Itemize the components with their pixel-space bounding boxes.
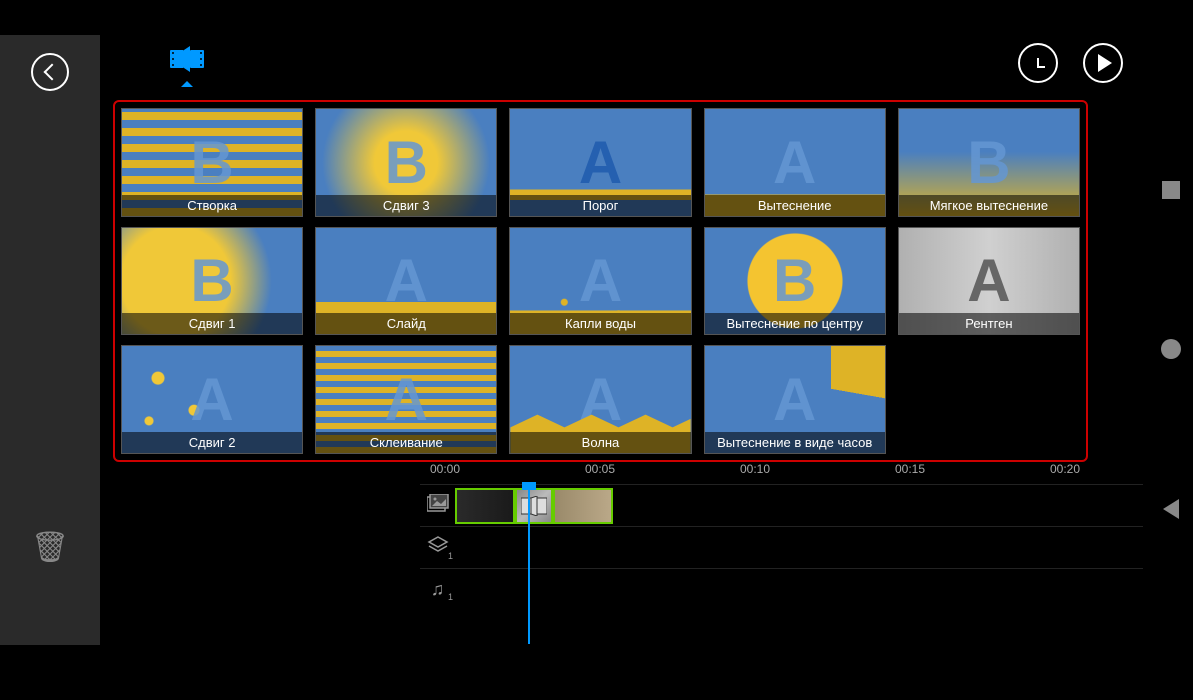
transition-label: Сдвиг 1	[122, 313, 302, 334]
nav-back-button[interactable]	[1163, 499, 1179, 519]
time-mark: 00:20	[1050, 462, 1080, 476]
transition-item[interactable]: ВМягкое вытеснение	[898, 108, 1080, 217]
left-sidebar: 🗑	[0, 35, 100, 645]
time-mark: 00:10	[740, 462, 770, 476]
transition-letter: А	[385, 365, 428, 434]
transition-letter: В	[190, 128, 233, 197]
transition-item[interactable]: ВСтворка	[121, 108, 303, 217]
video-clip-2[interactable]	[553, 488, 613, 524]
transition-letter: В	[967, 128, 1010, 197]
transition-item[interactable]: АВолна	[509, 345, 691, 454]
transition-label: Капли воды	[510, 313, 690, 334]
transition-letter: А	[967, 246, 1010, 315]
top-toolbar	[100, 35, 1143, 90]
duration-button[interactable]	[1018, 43, 1058, 83]
transition-label: Вытеснение по центру	[705, 313, 885, 334]
video-clip-1[interactable]	[455, 488, 515, 524]
transition-label: Сдвиг 3	[316, 195, 496, 216]
transition-item[interactable]: АПорог	[509, 108, 691, 217]
audio-track-number: 1	[448, 592, 453, 602]
transition-item[interactable]: ВВытеснение по центру	[704, 227, 886, 336]
transition-letter: А	[385, 246, 428, 315]
home-button[interactable]	[1161, 339, 1181, 359]
transition-label: Створка	[122, 195, 302, 216]
transition-label: Слайд	[316, 313, 496, 334]
transition-label: Вытеснение в виде часов	[705, 432, 885, 453]
transition-label: Волна	[510, 432, 690, 453]
transition-label: Сдвиг 2	[122, 432, 302, 453]
transition-item[interactable]: ВСдвиг 3	[315, 108, 497, 217]
tracks-container: 1 ♫ 1	[420, 484, 1143, 610]
transition-label: Вытеснение	[705, 195, 885, 216]
transition-letter: А	[579, 246, 622, 315]
layer-track-icon: 1	[420, 536, 455, 559]
transition-label: Рентген	[899, 313, 1079, 334]
back-button[interactable]	[31, 53, 69, 91]
time-mark: 00:05	[585, 462, 615, 476]
layer-track-number: 1	[448, 551, 453, 561]
transitions-tab-icon[interactable]	[170, 46, 204, 79]
timeline: 00:00 00:05 00:10 00:15 00:20 1 ♫ 1	[100, 462, 1143, 647]
audio-track-icon: ♫ 1	[420, 579, 455, 600]
transition-item[interactable]: АРентген	[898, 227, 1080, 336]
transition-letter: А	[773, 365, 816, 434]
transition-item[interactable]: АСлайд	[315, 227, 497, 336]
transition-letter: А	[773, 128, 816, 197]
transition-item[interactable]: АКапли воды	[509, 227, 691, 336]
playhead[interactable]	[528, 484, 530, 644]
transition-item[interactable]: АВытеснение	[704, 108, 886, 217]
transition-label: Мягкое вытеснение	[899, 195, 1079, 216]
play-button[interactable]	[1083, 43, 1123, 83]
time-ruler[interactable]: 00:00 00:05 00:10 00:15 00:20	[420, 462, 1143, 484]
transition-item[interactable]: АСдвиг 2	[121, 345, 303, 454]
time-mark: 00:00	[430, 462, 460, 476]
system-nav-bar	[1148, 0, 1193, 700]
transition-letter: В	[190, 246, 233, 315]
transition-item[interactable]: ВСдвиг 1	[121, 227, 303, 336]
transition-label: Склеивание	[316, 432, 496, 453]
transition-letter: А	[579, 128, 622, 197]
transition-letter: В	[773, 246, 816, 315]
time-mark: 00:15	[895, 462, 925, 476]
recent-apps-button[interactable]	[1162, 181, 1180, 199]
transition-item[interactable]: АВытеснение в виде часов	[704, 345, 886, 454]
delete-button[interactable]: 🗑	[31, 530, 69, 565]
transitions-grid: ВСтворкаВСдвиг 3АПорогАВытеснениеВМягкое…	[113, 100, 1088, 462]
transition-item[interactable]: АСклеивание	[315, 345, 497, 454]
transition-label: Порог	[510, 195, 690, 216]
video-track-icon	[420, 494, 455, 517]
transition-clip[interactable]	[515, 488, 553, 524]
transition-letter: В	[385, 128, 428, 197]
transition-letter: А	[190, 365, 233, 434]
